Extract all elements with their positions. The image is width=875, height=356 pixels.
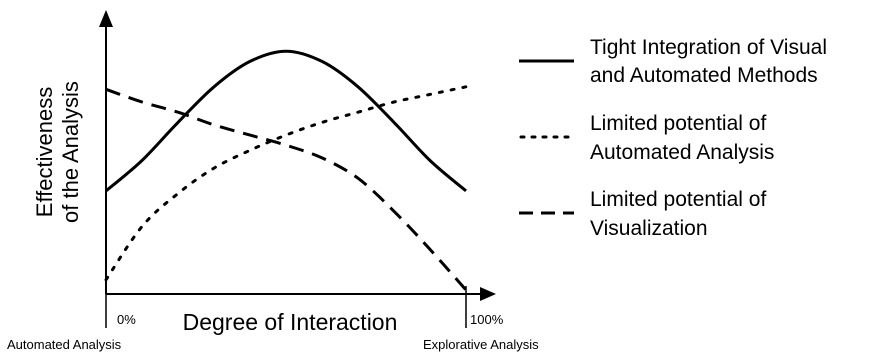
y-axis-label-line-2: of the Analysis [58,81,83,223]
series-line-solid [105,49,467,193]
legend-label-dotted-line-2: Automated Analysis [590,141,774,164]
x-axis-arrow [480,287,496,301]
y-axis-arrow [99,10,113,27]
legend-label-solid-line-1: Tight Integration of Visual [590,36,827,59]
legend: Tight Integration of Visual and Automate… [519,36,827,240]
x-end-label-left: Automated Analysis [7,337,122,352]
legend-label-dotted-line-1: Limited potential of [590,112,766,135]
x-tick-label-0: 0% [117,312,136,327]
legend-label-dashed-line-1: Limited potential of [590,188,766,211]
x-end-label-right: Explorative Analysis [423,337,539,352]
x-tick-label-100: 100% [470,312,504,327]
legend-label-solid-line-2: and Automated Methods [590,64,818,87]
series-line-dotted [104,85,468,282]
x-axis-label: Degree of Interaction [183,309,398,335]
series-layer [104,49,468,291]
series-line-dashed [105,87,468,291]
y-axis-label-line-1: Effectiveness [32,87,57,217]
legend-label-dashed-line-2: Visualization [590,217,708,240]
